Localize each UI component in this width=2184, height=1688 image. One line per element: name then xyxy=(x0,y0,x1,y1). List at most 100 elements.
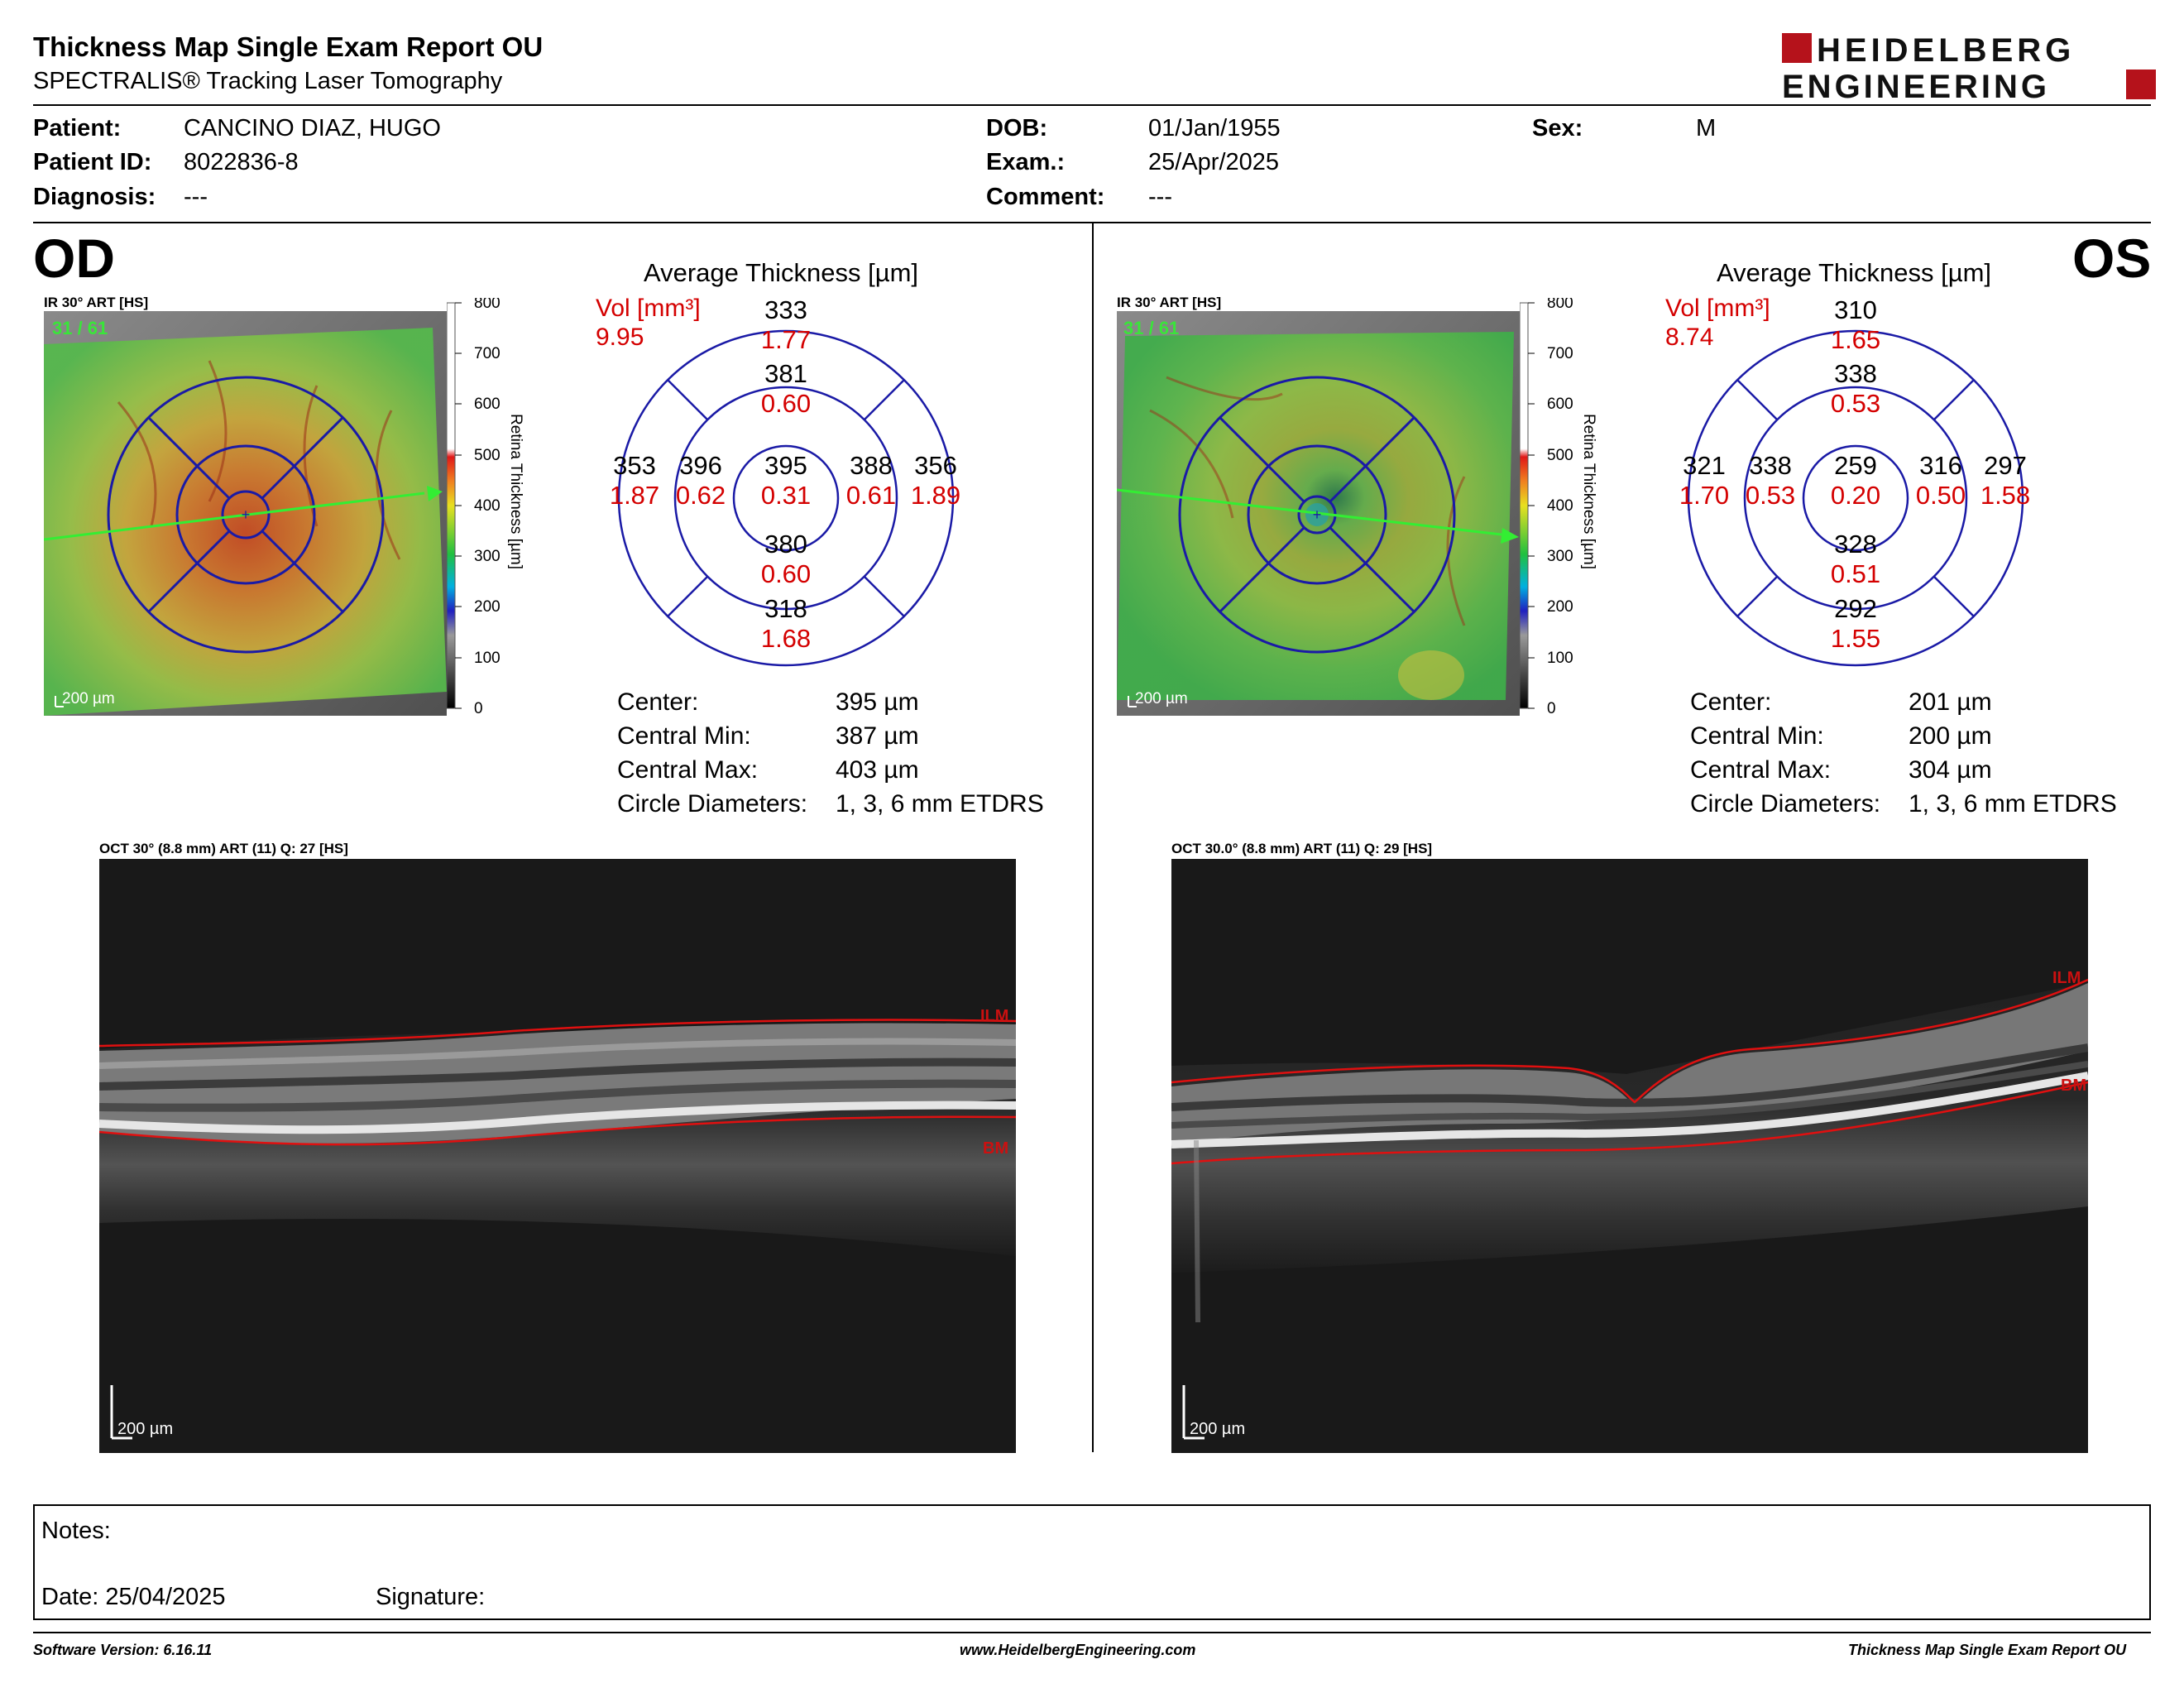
svg-text:0.53: 0.53 xyxy=(1831,389,1880,418)
svg-text:+: + xyxy=(242,506,251,523)
ir-scale-os: 200 µm xyxy=(1135,690,1188,707)
patient-name: CANCINO DIAZ, HUGO xyxy=(184,115,441,141)
svg-text:259: 259 xyxy=(1834,451,1877,480)
circle-diameters-label-os: Circle Diameters: xyxy=(1690,790,1881,818)
notes-box[interactable]: Notes: Date: 25/04/2025 Signature: xyxy=(33,1504,2151,1620)
svg-text:500: 500 xyxy=(1547,447,1573,464)
ir-count-os: 31 / 61 xyxy=(1123,318,1179,338)
svg-text:1.55: 1.55 xyxy=(1831,624,1880,653)
diagnosis-label: Diagnosis: xyxy=(33,184,156,210)
svg-text:HEIDELBERG: HEIDELBERG xyxy=(1817,32,2075,69)
svg-text:8.74: 8.74 xyxy=(1665,324,1713,351)
oct-caption-od: OCT 30° (8.8 mm) ART (11) Q: 27 [HS] xyxy=(99,841,348,856)
svg-text:0.20: 0.20 xyxy=(1831,481,1880,510)
svg-text:388: 388 xyxy=(850,451,893,480)
patient-label: Patient: xyxy=(33,115,122,141)
svg-text:800: 800 xyxy=(1547,298,1573,312)
svg-text:321: 321 xyxy=(1683,451,1726,480)
svg-text:Vol [mm³]: Vol [mm³] xyxy=(1665,295,1770,322)
heidelberg-logo: HEIDELBERG ENGINEERING xyxy=(1779,30,2159,105)
center-label-od: Center: xyxy=(617,688,699,716)
oct-scale-os: 200 µm xyxy=(1190,1420,1245,1438)
central-max-label-od: Central Max: xyxy=(617,756,759,784)
svg-text:1.65: 1.65 xyxy=(1831,325,1880,354)
footer-report-title: Thickness Map Single Exam Report OU xyxy=(1848,1642,2127,1658)
svg-text:395: 395 xyxy=(764,451,807,480)
dob-label: DOB: xyxy=(986,115,1048,141)
bm-label-od: BM xyxy=(983,1139,1008,1158)
svg-text:338: 338 xyxy=(1749,451,1792,480)
svg-text:356: 356 xyxy=(914,451,957,480)
svg-text:9.95: 9.95 xyxy=(596,324,644,351)
svg-text:200: 200 xyxy=(1547,598,1573,616)
eye-label-os: OS xyxy=(2072,228,2152,289)
ir-count-od: 31 / 61 xyxy=(52,318,108,338)
center-label-os: Center: xyxy=(1690,688,1772,716)
sex-label: Sex: xyxy=(1532,115,1583,141)
ir-caption-od: IR 30° ART [HS] xyxy=(44,295,149,310)
svg-text:300: 300 xyxy=(1547,548,1573,565)
ilm-label-os: ILM xyxy=(2052,969,2081,987)
svg-text:318: 318 xyxy=(764,594,807,623)
svg-text:Vol [mm³]: Vol [mm³] xyxy=(596,295,701,322)
svg-text:500: 500 xyxy=(474,447,500,464)
central-min-value-od: 387 µm xyxy=(836,722,919,750)
svg-text:380: 380 xyxy=(764,530,807,559)
circle-diameters-value-od: 1, 3, 6 mm ETDRS xyxy=(836,790,1044,818)
svg-text:1.87: 1.87 xyxy=(610,481,659,510)
signature-label: Signature: xyxy=(376,1584,486,1610)
svg-text:0.60: 0.60 xyxy=(761,389,811,418)
oct-scale-od: 200 µm xyxy=(117,1420,173,1438)
svg-text:0.62: 0.62 xyxy=(676,481,726,510)
svg-text:310: 310 xyxy=(1834,295,1877,324)
svg-text:0: 0 xyxy=(1547,700,1556,717)
svg-text:400: 400 xyxy=(1547,497,1573,515)
report-title: Thickness Map Single Exam Report OU xyxy=(33,31,544,62)
svg-text:0.53: 0.53 xyxy=(1746,481,1795,510)
svg-text:100: 100 xyxy=(1547,650,1573,667)
comment-label: Comment: xyxy=(986,184,1105,210)
svg-text:0.61: 0.61 xyxy=(846,481,896,510)
sex-value: M xyxy=(1696,115,1717,141)
svg-text:1.89: 1.89 xyxy=(911,481,960,510)
svg-text:700: 700 xyxy=(1547,345,1573,362)
central-min-label-os: Central Min: xyxy=(1690,722,1824,750)
website-link[interactable]: www.HeidelbergEngineering.com xyxy=(960,1642,1196,1658)
bm-label-os: BM xyxy=(2061,1077,2086,1095)
svg-text:333: 333 xyxy=(764,295,807,324)
ir-thickness-map-od: + 31 / 61 200 µm xyxy=(44,311,447,716)
etdrs-grid-os: Vol [mm³] 8.74 310 1.65 338 0.53 259 0.2… xyxy=(1665,293,2054,670)
oct-caption-os: OCT 30.0° (8.8 mm) ART (11) Q: 29 [HS] xyxy=(1171,841,1433,856)
central-min-value-os: 200 µm xyxy=(1909,722,1992,750)
svg-text:600: 600 xyxy=(474,396,500,413)
svg-text:1.68: 1.68 xyxy=(761,624,811,653)
ir-caption-os: IR 30° ART [HS] xyxy=(1117,295,1222,310)
ilm-label-od: ILM xyxy=(980,1007,1008,1025)
patient-id-label: Patient ID: xyxy=(33,149,152,175)
central-max-label-os: Central Max: xyxy=(1690,756,1832,784)
svg-text:+: + xyxy=(1313,506,1322,523)
circle-diameters-label-od: Circle Diameters: xyxy=(617,790,808,818)
date-label: Date: 25/04/2025 xyxy=(41,1584,226,1610)
exam-label: Exam.: xyxy=(986,149,1066,175)
svg-text:1.77: 1.77 xyxy=(761,325,811,354)
center-value-os: 201 µm xyxy=(1909,688,1992,716)
svg-text:338: 338 xyxy=(1834,359,1877,388)
ir-thickness-map-os: + 31 / 61 200 µm xyxy=(1117,311,1520,716)
svg-text:353: 353 xyxy=(613,451,656,480)
svg-text:700: 700 xyxy=(474,345,500,362)
svg-text:0.60: 0.60 xyxy=(761,559,811,588)
svg-text:297: 297 xyxy=(1984,451,2027,480)
svg-text:0.31: 0.31 xyxy=(761,481,811,510)
central-max-value-od: 403 µm xyxy=(836,756,919,784)
svg-text:Retina Thickness [µm]: Retina Thickness [µm] xyxy=(1580,414,1597,569)
svg-text:316: 316 xyxy=(1919,451,1962,480)
comment-value: --- xyxy=(1148,184,1172,210)
colorbar-os: 800 700 600 500 400 300 200 100 0 Retina… xyxy=(1519,295,1611,720)
exam-value: 25/Apr/2025 xyxy=(1148,149,1280,175)
circle-diameters-value-os: 1, 3, 6 mm ETDRS xyxy=(1909,790,2117,818)
svg-text:Retina Thickness [µm]: Retina Thickness [µm] xyxy=(507,414,524,569)
svg-text:381: 381 xyxy=(764,359,807,388)
diagnosis-value: --- xyxy=(184,184,208,210)
report-subtitle: SPECTRALIS® Tracking Laser Tomography xyxy=(33,68,503,94)
